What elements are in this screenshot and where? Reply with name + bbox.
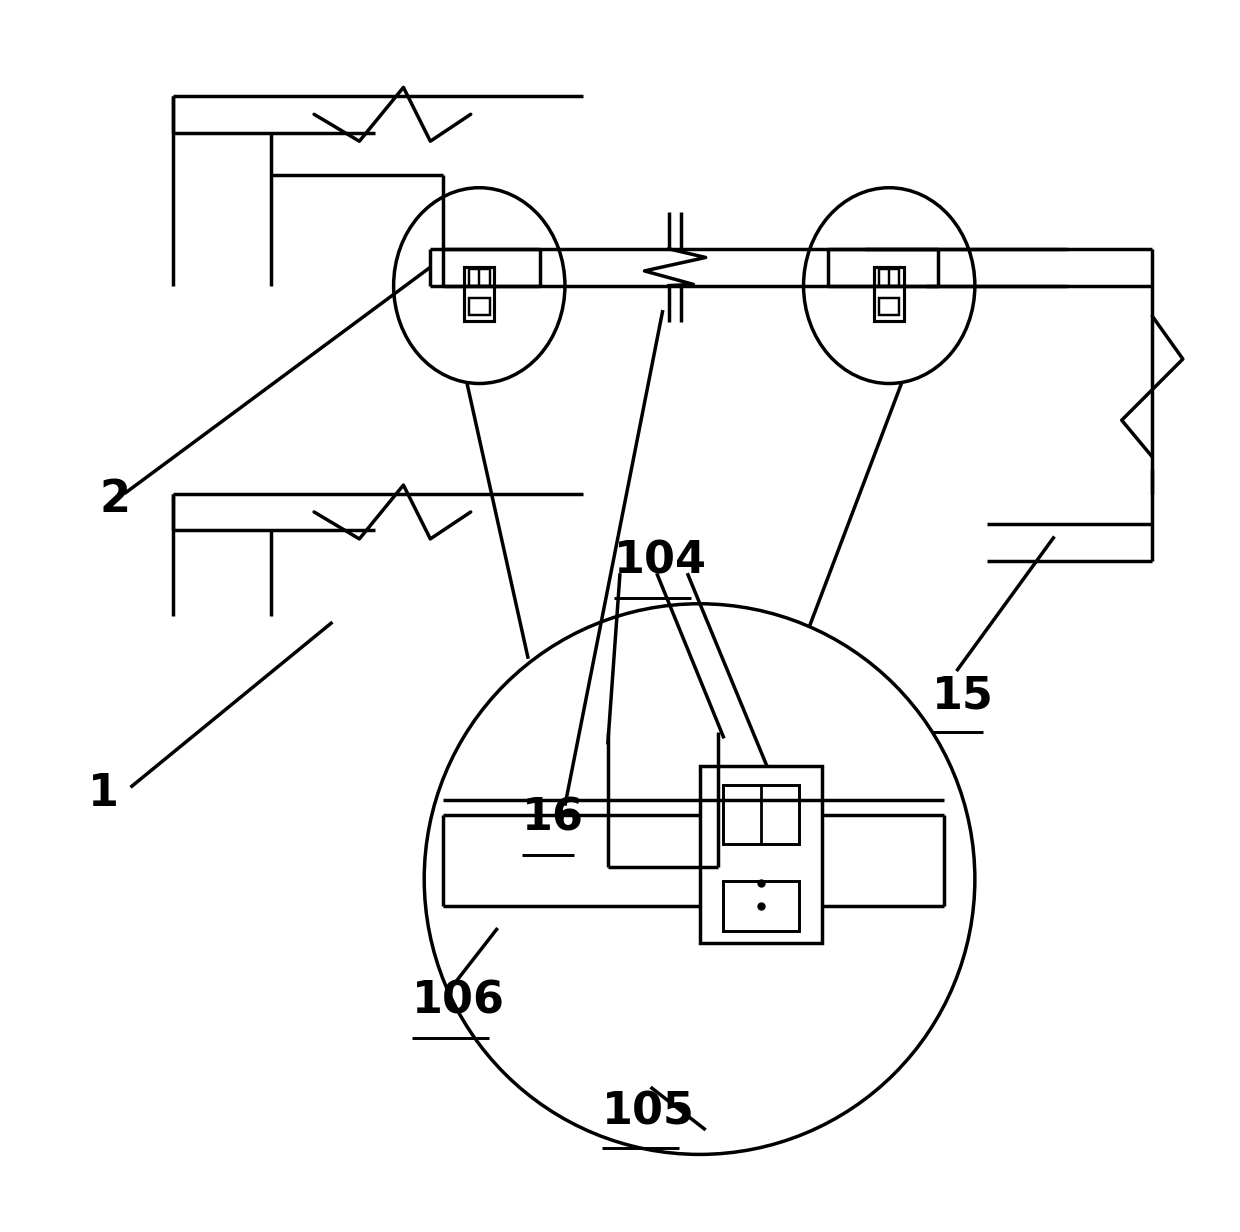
Text: 16: 16 — [522, 796, 584, 839]
Text: 104: 104 — [614, 540, 707, 583]
Text: 105: 105 — [601, 1090, 694, 1133]
Bar — [879, 270, 899, 286]
Bar — [699, 766, 822, 944]
Text: 15: 15 — [932, 674, 994, 717]
Bar — [874, 267, 904, 320]
Text: 1: 1 — [88, 772, 119, 814]
Text: 2: 2 — [100, 478, 131, 521]
Text: 106: 106 — [412, 979, 505, 1023]
Bar — [879, 298, 899, 315]
Bar — [723, 786, 799, 844]
Bar — [723, 881, 799, 931]
Bar — [469, 298, 490, 315]
Bar — [469, 270, 490, 286]
Bar — [465, 267, 494, 320]
